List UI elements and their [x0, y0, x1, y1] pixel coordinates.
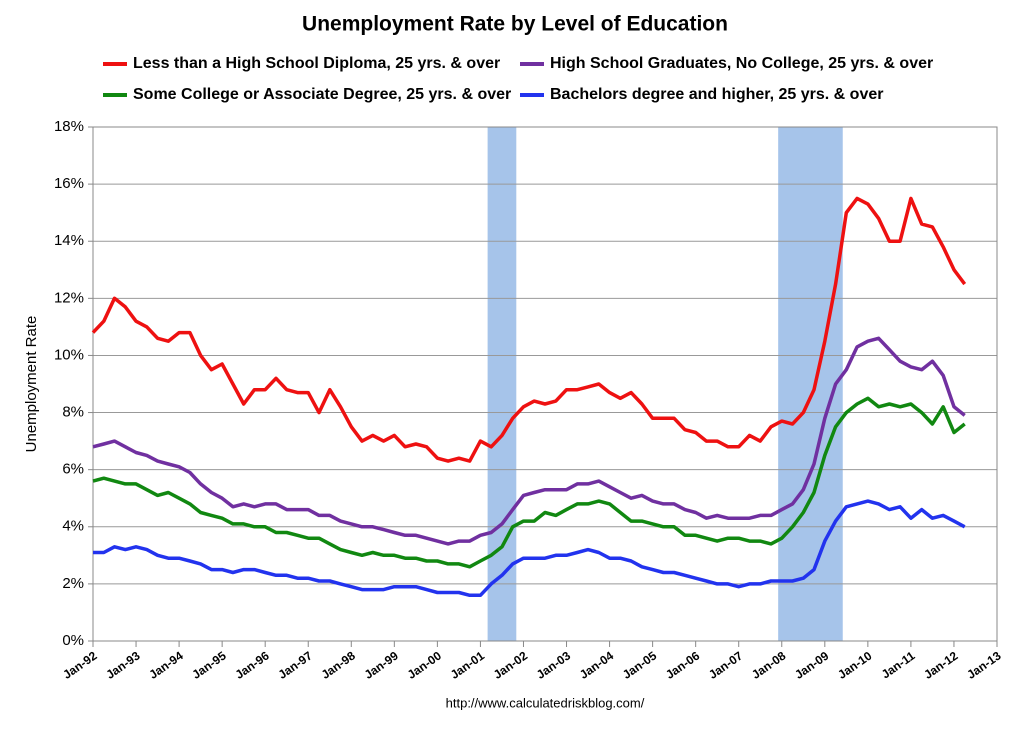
y-tick-label: 12% [54, 289, 84, 306]
y-tick-label: 8% [62, 404, 84, 421]
legend-label: Some College or Associate Degree, 25 yrs… [133, 86, 511, 103]
y-tick-label: 6% [62, 461, 84, 478]
y-tick-label: 4% [62, 518, 84, 535]
recession-band [778, 127, 843, 641]
y-axis-label: Unemployment Rate [23, 316, 40, 453]
legend-label: Less than a High School Diploma, 25 yrs.… [133, 55, 500, 72]
source: http://www.calculatedriskblog.com/ [446, 695, 645, 710]
legend-label: Bachelors degree and higher, 25 yrs. & o… [550, 86, 883, 103]
series-line [92, 336, 966, 546]
series-line [93, 499, 966, 598]
chart-title: Unemployment Rate by Level of Education [302, 13, 728, 36]
y-tick-label: 0% [62, 632, 84, 649]
y-tick-label: 10% [54, 346, 84, 363]
series-line [91, 196, 967, 463]
series-line [92, 396, 966, 569]
legend-label: High School Graduates, No College, 25 yr… [550, 55, 933, 72]
plot-frame [92, 126, 998, 642]
y-tick-label: 16% [54, 175, 84, 192]
y-tick-label: 14% [54, 232, 84, 249]
y-tick-label: 2% [62, 575, 84, 592]
y-tick-label: 18% [54, 118, 84, 135]
